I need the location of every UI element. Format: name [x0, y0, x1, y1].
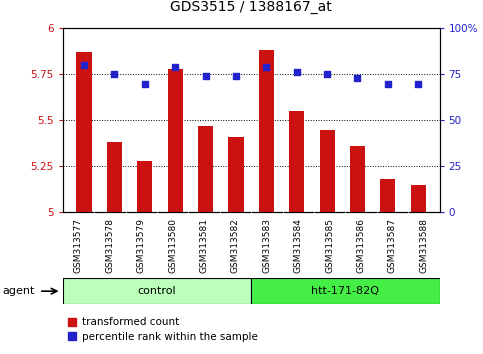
- Bar: [411, 185, 426, 212]
- Point: [323, 72, 331, 77]
- Point: [414, 81, 422, 86]
- Text: GSM313588: GSM313588: [419, 218, 428, 273]
- Text: GSM313580: GSM313580: [168, 218, 177, 273]
- Bar: [76, 52, 92, 212]
- Text: GSM313584: GSM313584: [294, 218, 303, 273]
- Bar: [289, 111, 304, 212]
- Point: [262, 64, 270, 70]
- Bar: [228, 137, 243, 212]
- Bar: [259, 50, 274, 212]
- Text: htt-171-82Q: htt-171-82Q: [312, 286, 379, 296]
- Text: GSM313577: GSM313577: [74, 218, 83, 273]
- Legend: transformed count, percentile rank within the sample: transformed count, percentile rank withi…: [64, 313, 262, 346]
- Text: GSM313586: GSM313586: [356, 218, 366, 273]
- Bar: [320, 130, 335, 212]
- Bar: [168, 69, 183, 212]
- Point: [141, 81, 149, 86]
- Text: agent: agent: [2, 286, 35, 296]
- Text: GSM313578: GSM313578: [105, 218, 114, 273]
- Point: [232, 73, 240, 79]
- Text: GSM313582: GSM313582: [231, 218, 240, 273]
- Bar: [198, 126, 213, 212]
- Text: GDS3515 / 1388167_at: GDS3515 / 1388167_at: [170, 0, 332, 14]
- Text: GSM313585: GSM313585: [325, 218, 334, 273]
- Bar: [107, 142, 122, 212]
- Text: GSM313587: GSM313587: [388, 218, 397, 273]
- Point: [354, 75, 361, 81]
- Bar: [251, 278, 440, 304]
- Bar: [380, 179, 396, 212]
- Text: GSM313579: GSM313579: [137, 218, 146, 273]
- Point: [202, 73, 210, 79]
- Bar: [350, 146, 365, 212]
- Point: [293, 70, 300, 75]
- Point: [171, 64, 179, 70]
- Text: GSM313583: GSM313583: [262, 218, 271, 273]
- Bar: [137, 161, 153, 212]
- Bar: [63, 278, 251, 304]
- Point: [111, 72, 118, 77]
- Point: [384, 81, 392, 86]
- Point: [80, 62, 88, 68]
- Text: control: control: [138, 286, 176, 296]
- Text: GSM313581: GSM313581: [199, 218, 209, 273]
